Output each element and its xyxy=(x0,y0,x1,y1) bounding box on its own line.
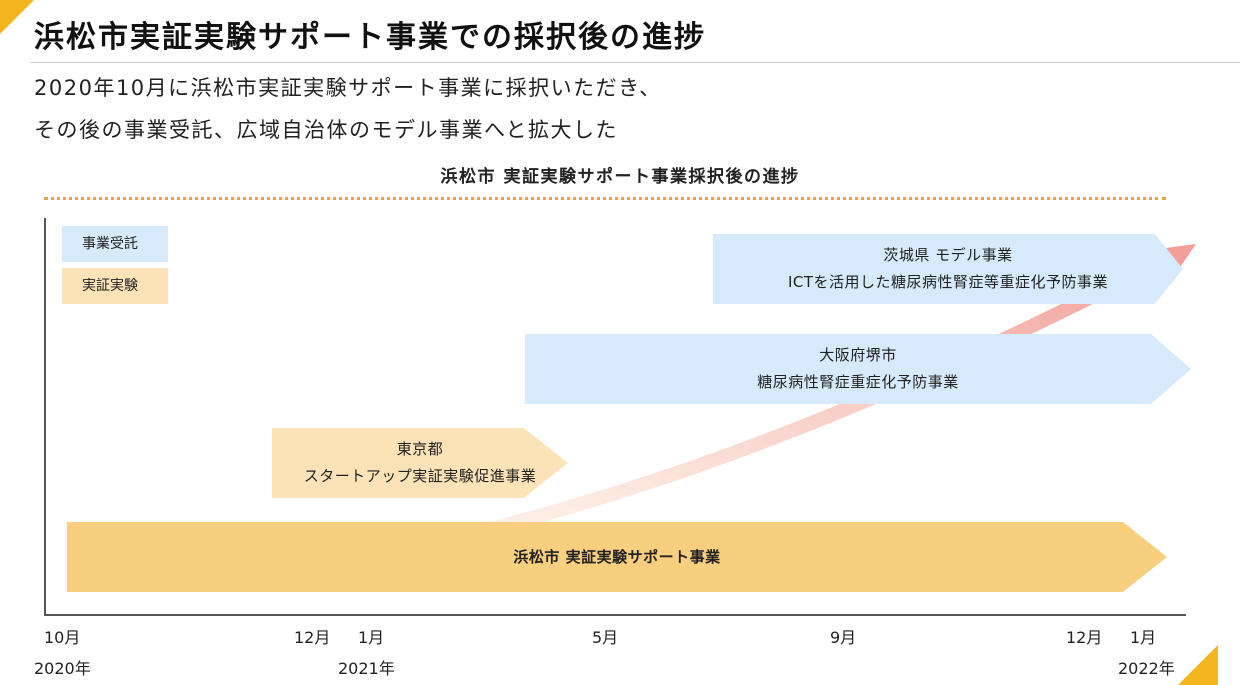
legend-experiment: 実証実験 xyxy=(62,268,168,304)
bar-tokyo-startup-project: 東京都 スタートアップ実証実験促進事業 xyxy=(272,428,568,498)
tick-jan-2021: 1月 xyxy=(358,628,385,647)
tick-oct-2020: 10月 xyxy=(44,628,81,647)
timeline-axis xyxy=(44,614,1186,616)
tick-dec-2021: 12月 xyxy=(1066,628,1103,647)
bar-ibaraki-model-project: 茨城県 モデル事業 ICTを活用した糖尿病性腎症等重症化予防事業 xyxy=(713,234,1183,304)
bar-tokyo-line-1: 東京都 xyxy=(396,440,444,458)
legend-contract: 事業受託 xyxy=(62,226,168,262)
bar-tokyo-line-2: スタートアップ実証実験促進事業 xyxy=(303,467,537,485)
title-divider xyxy=(30,62,1240,63)
y-axis-line xyxy=(44,218,46,615)
intro-line-1: 2020年10月に浜松市実証実験サポート事業に採択いただき、 xyxy=(34,76,662,100)
diagram-title: 浜松市 実証実験サポート事業採択後の進捗 xyxy=(440,167,800,187)
bar-ibaraki-line-2: ICTを活用した糖尿病性腎症等重症化予防事業 xyxy=(787,273,1109,291)
corner-accent-top-left xyxy=(0,0,34,34)
year-2021: 2021年 xyxy=(338,659,395,678)
tick-may-2021: 5月 xyxy=(592,628,619,647)
bar-osaka-sakai-project: 大阪府堺市 糖尿病性腎症重症化予防事業 xyxy=(525,334,1191,404)
year-2020: 2020年 xyxy=(34,659,91,678)
bar-osaka-line-1: 大阪府堺市 xyxy=(819,346,897,364)
bar-osaka-line-2: 糖尿病性腎症重症化予防事業 xyxy=(757,373,959,391)
year-2022: 2022年 xyxy=(1118,659,1175,678)
page-title: 浜松市実証実験サポート事業での採択後の進捗 xyxy=(34,20,706,55)
diagram-title-divider xyxy=(44,197,1166,200)
corner-accent-bottom-right xyxy=(1178,645,1218,685)
bar-hamamatsu-line-1: 浜松市 実証実験サポート事業 xyxy=(513,547,721,566)
bar-hamamatsu-support-project: 浜松市 実証実験サポート事業 xyxy=(67,522,1167,592)
intro-line-2: その後の事業受託、広域自治体のモデル事業へと拡大した xyxy=(34,118,618,142)
bar-ibaraki-line-1: 茨城県 モデル事業 xyxy=(883,246,1013,264)
tick-dec-2020: 12月 xyxy=(294,628,331,647)
tick-sep-2021: 9月 xyxy=(830,628,857,647)
tick-jan-2022: 1月 xyxy=(1130,628,1157,647)
